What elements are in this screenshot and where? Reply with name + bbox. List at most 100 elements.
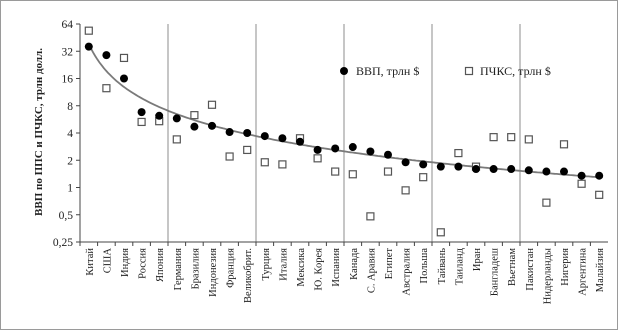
pchks-point: [190, 111, 199, 120]
y-axis-label: ВВП по ППС и ПЧКС, трлн долл.: [33, 48, 45, 216]
labels-layer: Китай США Индия Россия Япония Германия Бразили…: [85, 247, 606, 304]
gdp-point: [577, 171, 586, 180]
pchks-point: [595, 190, 604, 199]
gdp-point: [120, 74, 128, 83]
pchks-point: [348, 170, 357, 179]
x-tick-label: Италия: [278, 248, 289, 281]
gdp-point: [172, 114, 181, 123]
legend-label-gdp: ВВП, трлн $: [356, 64, 419, 78]
y-tick-label: 2: [67, 155, 73, 167]
pchks-point: [401, 186, 410, 195]
x-tick-label: Тайвань: [437, 248, 448, 285]
x-tick-label: Малайзия: [595, 248, 606, 292]
y-tick-label: 0,25: [53, 237, 73, 249]
x-tick-label: Великобрит.: [243, 248, 254, 303]
gdp-point: [84, 42, 93, 51]
pchks-point: [489, 133, 498, 142]
pchks-point: [524, 135, 533, 144]
pchks-point: [577, 179, 586, 188]
marks-layer: [84, 26, 604, 237]
pchks-point: [225, 152, 234, 161]
pchks-point: [419, 173, 428, 182]
gdp-point: [225, 128, 234, 137]
pchks-point: [260, 158, 269, 167]
gdp-point: [366, 147, 375, 156]
x-tick-label: С. Аравия: [366, 248, 377, 293]
y-tick-label: 1: [67, 183, 73, 195]
y-tick-label: 8: [67, 101, 73, 113]
gdp-point: [419, 160, 428, 169]
x-tick-label: Канада: [349, 248, 360, 280]
pchks-point: [542, 198, 551, 207]
x-tick-label: Ю. Корея: [314, 248, 325, 291]
pchks-point: [278, 160, 287, 169]
x-tick-label: Индия: [120, 248, 131, 277]
pchks-point: [507, 133, 516, 142]
x-tick-label: Испания: [331, 248, 342, 287]
gdp-point: [560, 167, 568, 176]
gdp-point: [454, 162, 463, 171]
gdp-point: [401, 158, 410, 167]
y-tick-label: 64: [62, 19, 74, 31]
x-tick-label: Бразилия: [190, 248, 201, 290]
pchks-point: [243, 145, 252, 155]
gdp-point: [155, 111, 164, 120]
gdp-point: [278, 134, 287, 143]
gdp-point: [507, 165, 516, 174]
x-tick-label: Аргентина: [578, 248, 589, 296]
x-tick-label: Австралия: [402, 248, 413, 296]
pchks-point: [383, 167, 393, 176]
pchks-point: [84, 26, 93, 35]
x-tick-label: Нидерланды: [542, 248, 553, 304]
pchks-point: [313, 154, 322, 163]
x-tick-label: Мексика: [296, 248, 307, 287]
pchks-point: [119, 53, 129, 63]
gdp-point: [260, 132, 269, 141]
pchks-point: [137, 117, 146, 127]
gdp-point: [190, 122, 199, 131]
gdp-point: [208, 121, 216, 130]
grid-layer: [167, 24, 521, 242]
gdp-point: [542, 167, 551, 176]
pchks-point: [331, 167, 340, 176]
pchks-point: [436, 228, 445, 237]
pchks-point: [102, 84, 111, 93]
x-tick-label: Пакистан: [525, 248, 536, 291]
gdp-point: [102, 51, 111, 60]
x-tick-label: Россия: [138, 248, 149, 279]
pchks-point: [559, 140, 569, 149]
gdp-point: [296, 137, 304, 146]
axis-layer: 0,25 0,5 1 2 4 8 16 32 64: [53, 19, 608, 249]
legend-label-pchks: ПЧКС, трлн $: [480, 64, 551, 78]
gdp-point: [489, 165, 498, 174]
legend-marker-pchks: [464, 66, 474, 76]
x-tick-label: Вьетнам: [507, 248, 518, 286]
x-tick-label: США: [102, 248, 113, 274]
pchks-point: [172, 135, 181, 144]
y-tick-label: 4: [67, 128, 73, 140]
gdp-point: [137, 108, 146, 117]
legend: ВВП, трлн $ ПЧКС, трлн $: [340, 64, 551, 78]
gdp-point: [595, 171, 604, 180]
gdp-point: [524, 166, 533, 175]
gdp-point: [384, 150, 392, 159]
pchks-point: [366, 212, 375, 221]
x-tick-label: Индонезия: [208, 248, 219, 297]
pchks-point: [207, 100, 217, 109]
y-tick-label: 32: [62, 46, 74, 58]
gdp-point: [348, 143, 357, 152]
x-tick-label: Бангладеш: [490, 248, 501, 296]
pchks-point: [454, 148, 463, 158]
y-tick-label: 0,5: [59, 210, 74, 222]
x-tick-label: Иран: [472, 248, 483, 271]
x-tick-label: Нигерия: [560, 248, 571, 286]
y-tick-label: 16: [62, 74, 74, 86]
gdp-point: [331, 144, 340, 153]
x-tick-label: Египет: [384, 248, 395, 280]
x-tick-label: Китай: [85, 248, 96, 276]
gdp-point: [313, 145, 322, 154]
x-tick-label: Япония: [155, 248, 166, 282]
gdp-point: [472, 165, 480, 174]
